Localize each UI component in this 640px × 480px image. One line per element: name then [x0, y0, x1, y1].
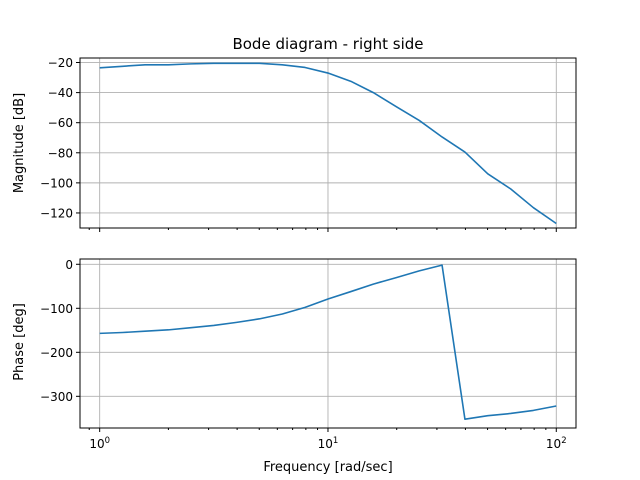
- x-tick-label: 102: [546, 436, 567, 451]
- y-tick-label: −80: [48, 146, 73, 160]
- chart-title: Bode diagram - right side: [232, 35, 423, 53]
- axes-frame: [79, 57, 577, 229]
- y-tick-label: −40: [48, 86, 73, 100]
- phase-axis-label: Phase [deg]: [12, 303, 27, 381]
- axes-frame: [79, 258, 577, 429]
- y-tick-label: −100: [40, 176, 73, 190]
- y-tick-label: −60: [48, 116, 73, 130]
- x-tick-label: 100: [89, 436, 110, 451]
- x-tick-label: 101: [318, 436, 339, 451]
- magnitude-axis-label: Magnitude [dB]: [12, 93, 27, 193]
- y-tick-label: −100: [40, 302, 73, 316]
- y-tick-label: 0: [65, 258, 73, 272]
- magnitude-line: [99, 62, 557, 225]
- magnitude-plot: −20 −40 −60 −80 −100 −120: [40, 56, 577, 232]
- phase-plot: 0 −100 −200 −300 100 101 102: [40, 258, 577, 451]
- phase-line: [99, 264, 557, 421]
- frequency-axis-label: Frequency [rad/sec]: [263, 460, 392, 475]
- y-tick-label: −200: [40, 346, 73, 360]
- y-tick-label: −20: [48, 56, 73, 70]
- y-tick-label: −120: [40, 206, 73, 220]
- y-tick-label: −300: [40, 390, 73, 404]
